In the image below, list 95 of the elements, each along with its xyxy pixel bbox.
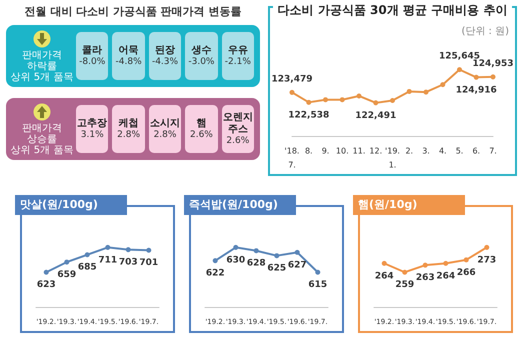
data-label: 124,916	[456, 85, 497, 96]
x-tick-label: '19. 1.	[385, 146, 400, 170]
data-label: -4.3%	[152, 57, 178, 67]
x-tick-label: '18. 7.	[284, 146, 300, 170]
data-label: -8.0%	[79, 57, 106, 67]
data-label: 623	[36, 280, 56, 290]
point	[474, 74, 479, 80]
data-label: 264	[374, 271, 394, 282]
x-tick-label: 9.	[322, 146, 330, 156]
point	[233, 244, 238, 250]
point	[390, 98, 395, 103]
x-tick-label: 10.	[336, 146, 349, 156]
x-tick-label: 11.	[352, 146, 366, 156]
category-label: 생수	[191, 45, 212, 57]
data-label: 2.6%	[190, 130, 213, 140]
data-label: 259	[395, 280, 414, 290]
data-label: -4.8%	[116, 57, 142, 67]
point	[315, 270, 320, 275]
category-label: 햄	[196, 118, 206, 130]
point	[382, 260, 387, 266]
data-label: 701	[139, 258, 158, 268]
data-label: 123,479	[272, 74, 312, 84]
data-label: 2.8%	[117, 130, 140, 140]
point	[373, 100, 378, 106]
point	[443, 260, 448, 266]
point	[422, 262, 428, 268]
point	[254, 248, 259, 254]
text: 전월 대비 다소비 가공식품 판매가격 변동률	[23, 4, 243, 19]
data-label: 711	[98, 255, 118, 266]
point	[290, 90, 294, 95]
data-label: 263	[416, 273, 435, 284]
data-label: -3.0%	[188, 57, 214, 67]
chart-title: 맛살(원/100g)	[15, 195, 127, 215]
data-label: 122,538	[288, 110, 330, 120]
data-label: 615	[308, 280, 328, 290]
point	[340, 97, 345, 102]
point	[44, 270, 49, 275]
data-label: 622	[206, 268, 225, 279]
point	[440, 82, 446, 88]
data-label: 2.8%	[154, 130, 176, 140]
category-label: 오렌지 주스	[222, 112, 253, 136]
data-label: 625	[267, 264, 286, 274]
point	[294, 250, 300, 255]
data-label: 659	[57, 270, 76, 280]
data-label: 630	[226, 255, 246, 266]
point	[146, 248, 152, 253]
x-tick-label: 8.	[304, 146, 313, 156]
category-label: 콜라	[82, 45, 102, 57]
data-label: -2.1%	[224, 57, 251, 67]
data-label: 627	[288, 260, 307, 270]
data-label: 266	[456, 268, 476, 278]
point	[356, 93, 362, 98]
x-tick-label: 7.	[489, 146, 497, 156]
text: 판매가격 하락률 상위 5개 품목	[10, 48, 74, 82]
category-label: 케첩	[118, 118, 139, 130]
data-label: 685	[78, 262, 97, 273]
x-tick-label: 4.	[438, 146, 447, 156]
data-label: 628	[246, 258, 266, 269]
point	[464, 257, 469, 262]
point	[402, 270, 408, 275]
data-label: 273	[477, 255, 496, 266]
point	[64, 260, 70, 265]
point	[212, 258, 218, 264]
point	[306, 100, 312, 105]
data-label: 124,953	[472, 58, 514, 69]
point	[105, 244, 110, 250]
data-label: 264	[436, 271, 456, 282]
point	[457, 67, 462, 72]
text: (단위 : 원)	[461, 25, 509, 38]
point	[126, 247, 131, 252]
point	[406, 88, 412, 94]
category-label: 우유	[228, 45, 248, 57]
x-tick-label: 3.	[422, 146, 430, 156]
data-label: 703	[118, 258, 138, 268]
chart-title: 햄(원/10g)	[353, 195, 465, 215]
data-label: 122,491	[355, 110, 396, 121]
chart-title: 다소비 가공식품 30개 평균 구매비용 추이	[272, 3, 512, 17]
x-tick-label: 2.	[405, 146, 414, 156]
x-tick-label: 5.	[456, 146, 464, 156]
category-label: 된장	[155, 45, 176, 57]
category-label: 소시지	[150, 118, 180, 130]
point	[323, 97, 328, 102]
data-label: 2.6%	[226, 136, 250, 146]
data-label: 3.1%	[80, 130, 104, 140]
point	[424, 90, 428, 95]
text: 판매가격 상승률 상위 5개 품목	[10, 122, 74, 156]
x-tick-label: 12.	[369, 146, 382, 156]
chart-title: 즉석밥(원/100g)	[184, 195, 296, 215]
category-label: 고추장	[77, 118, 108, 130]
category-label: 어묵	[118, 45, 139, 57]
point	[484, 244, 490, 250]
point	[490, 74, 496, 80]
x-tick-label: 6.	[472, 146, 480, 156]
point	[84, 252, 90, 258]
point	[274, 253, 280, 258]
